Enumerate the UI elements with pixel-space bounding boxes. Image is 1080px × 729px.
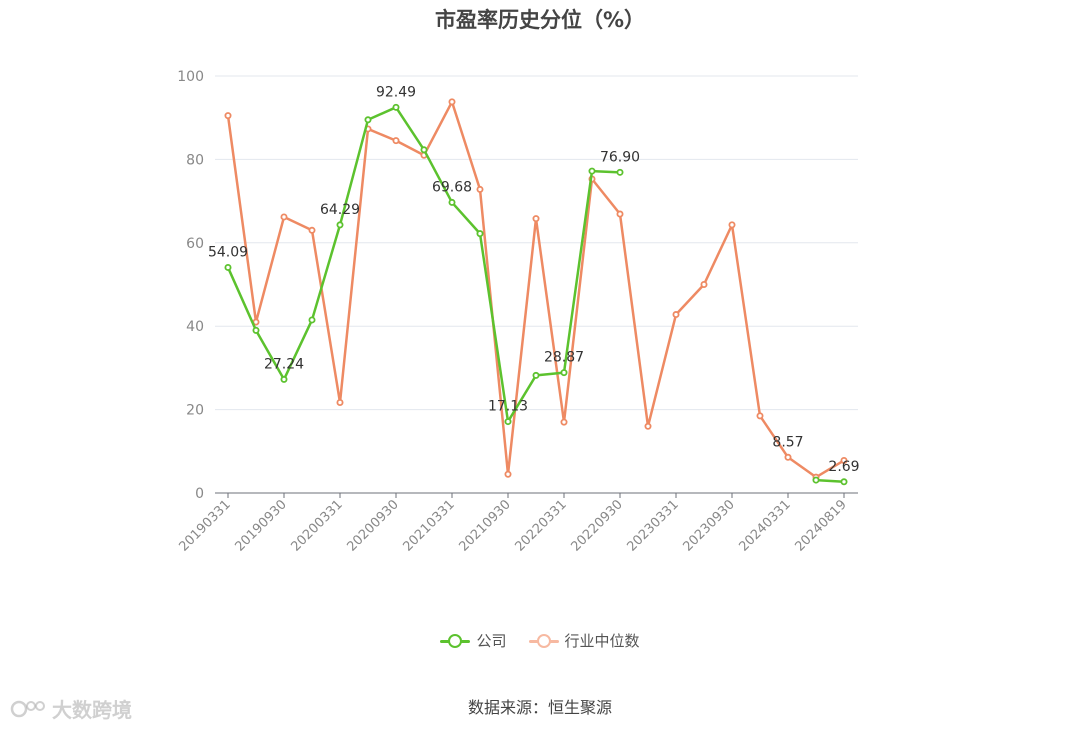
x-tick-label: 20200331	[288, 497, 345, 554]
x-tick-label: 20220331	[512, 497, 569, 554]
watermark: 大数跨境	[10, 694, 132, 723]
x-tick-label: 20200930	[344, 497, 401, 554]
data-point-0	[616, 168, 624, 176]
x-tick-label: 20210331	[400, 497, 457, 554]
data-point-0	[560, 369, 568, 377]
data-point-1	[700, 280, 708, 288]
data-point-0	[392, 103, 400, 111]
data-point-1	[784, 453, 792, 461]
data-point-0	[308, 316, 316, 324]
x-tick-label: 20230930	[680, 497, 737, 554]
data-point-1	[476, 185, 484, 193]
data-label: 76.90	[600, 149, 640, 165]
y-axis: 0 20 40 60 80 100	[177, 69, 204, 502]
data-point-1	[728, 221, 736, 229]
data-point-0	[840, 478, 848, 486]
data-point-0	[420, 146, 428, 154]
data-point-0	[448, 198, 456, 206]
data-point-1	[532, 215, 540, 223]
legend-swatch-industry	[528, 633, 559, 649]
data-point-0	[224, 263, 232, 271]
data-label: 2.69	[828, 459, 859, 475]
data-point-0	[252, 326, 260, 334]
data-label: 28.87	[544, 350, 584, 366]
chart-title: 市盈率历史分位（%）	[434, 8, 646, 32]
data-point-0	[280, 375, 288, 383]
data-label: 64.29	[320, 202, 360, 218]
data-point-1	[280, 213, 288, 221]
data-label: 54.09	[208, 244, 248, 260]
grid-lines	[215, 75, 858, 411]
series-line-0	[815, 478, 845, 484]
data-point-1	[616, 210, 624, 218]
legend-label-company: 公司	[476, 632, 507, 650]
data-point-1	[672, 311, 680, 319]
data-point-0	[476, 230, 484, 238]
data-point-1	[644, 422, 652, 430]
series-layer	[224, 98, 848, 486]
legend-dot-company	[448, 633, 463, 648]
data-point-1	[756, 412, 764, 420]
data-point-0	[812, 476, 820, 484]
data-point-1	[504, 470, 512, 478]
data-label: 69.68	[432, 179, 472, 195]
legend-item-industry-median[interactable]: 行业中位数	[528, 630, 640, 651]
x-axis: 2019033120190930202003312020093020210331…	[176, 492, 858, 555]
data-label: 92.49	[376, 84, 416, 100]
data-point-0	[504, 418, 512, 426]
x-tick-label: 20240331	[736, 497, 793, 554]
x-tick-label: 20210930	[456, 497, 513, 554]
y-tick-label: 0	[195, 486, 204, 502]
y-tick-label: 20	[186, 403, 204, 419]
data-point-1	[224, 112, 232, 120]
x-tick-label: 20220930	[568, 497, 625, 554]
legend-item-company[interactable]: 公司	[440, 630, 507, 651]
watermark-text: 大数跨境	[52, 698, 132, 722]
y-tick-label: 80	[186, 152, 204, 168]
data-point-0	[364, 116, 372, 124]
legend-label-industry-median: 行业中位数	[564, 632, 640, 650]
data-point-1	[560, 418, 568, 426]
x-tick-label: 20240819	[792, 497, 849, 554]
data-label: 17.13	[488, 399, 528, 415]
data-label: 27.24	[264, 356, 304, 372]
data-point-1	[392, 137, 400, 145]
y-tick-label: 60	[186, 236, 204, 252]
x-tick-label: 20190930	[232, 497, 289, 554]
x-tick-label: 20190331	[176, 497, 233, 554]
data-label: 8.57	[772, 434, 803, 450]
data-point-1	[448, 98, 456, 106]
data-point-1	[840, 456, 848, 464]
data-labels: 54.09 27.24 64.29 92.49 69.68 17.13 28.87 76.90…	[208, 84, 860, 474]
legend: 公司 行业中位数	[0, 630, 1080, 651]
data-point-1	[308, 226, 316, 234]
data-point-0	[588, 167, 596, 175]
y-tick-label: 40	[186, 319, 204, 335]
data-point-0	[532, 371, 540, 379]
data-point-1	[336, 399, 344, 407]
watermark-logo-icon	[10, 700, 45, 717]
legend-dot-industry	[536, 633, 551, 648]
legend-swatch-company	[440, 633, 471, 649]
y-tick-label: 100	[177, 69, 204, 85]
source-note: 数据来源：恒生聚源	[467, 698, 612, 717]
data-point-0	[336, 221, 344, 229]
x-tick-label: 20230331	[624, 497, 681, 554]
